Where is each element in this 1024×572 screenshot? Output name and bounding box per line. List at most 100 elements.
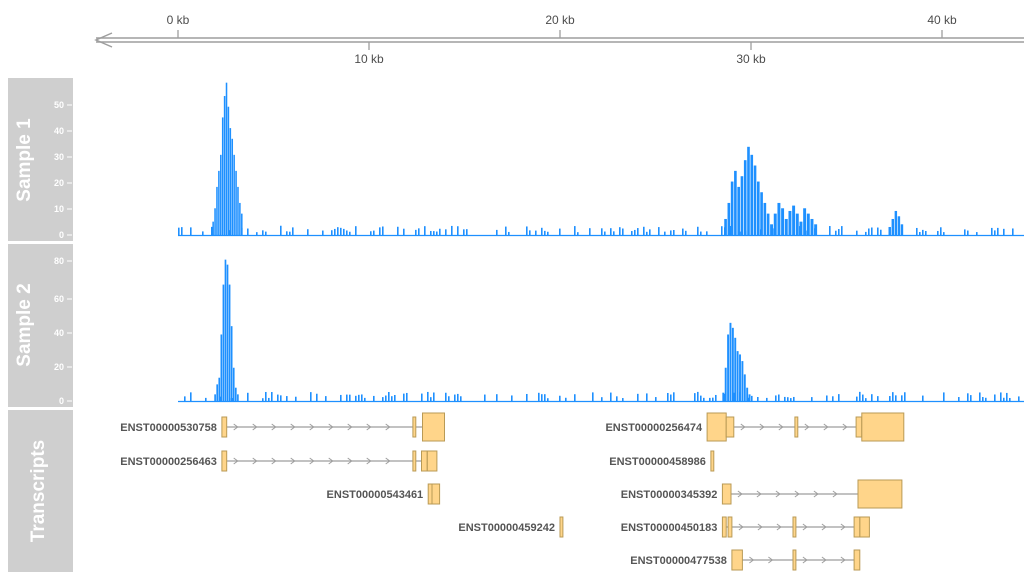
transcript-label: ENST00000345392 [621,489,718,501]
coverage-bar [421,393,423,401]
coverage-bar [355,395,357,401]
exon [855,416,863,438]
sample2-y-axis: 0 20 40 60 80 [54,256,72,406]
sample1-tick-10: 10 [54,204,64,214]
ruler-label-40kb: 40 kb [927,13,957,27]
coverage-bar [484,394,486,401]
coverage-bar [349,394,351,401]
coverage-bar [211,226,213,235]
coverage-bar [229,398,231,401]
coverage-bar [673,230,675,235]
coverage-bar [216,384,219,401]
coverage-bar [418,228,420,235]
coverage-bar [496,229,498,235]
coverage-bar [541,394,543,401]
coverage-bar [343,228,345,235]
coverage-bar [430,230,432,235]
coverage-bar [724,393,726,401]
strand-arrow [840,523,846,531]
coverage-bar [706,231,708,235]
coverage-bar [682,228,684,235]
transcript-enst00000256463: ENST00000256463 [120,450,438,472]
coverage-bar [589,228,591,235]
strand-arrow [759,423,765,431]
coverage-bar [241,213,243,235]
exon [792,549,797,571]
coverage-bar [340,227,342,235]
transcript-label: ENST00000477538 [630,555,727,567]
coverage-bar [871,227,873,235]
coverage-bar [803,208,807,235]
ruler-label-20kb: 20 kb [545,13,575,27]
coverage-bar [286,396,288,401]
transcripts-title: Transcripts [28,440,49,542]
coverage-bar [232,367,235,401]
coverage-bar [222,284,225,401]
coverage-bar [667,392,669,401]
coverage-bar [743,374,746,401]
coverage-bar [741,361,744,401]
coverage-bar [743,160,747,235]
sample2-tick-0: 0 [59,396,64,406]
sample1-tick-20: 20 [54,178,64,188]
coverage-bar [750,154,754,235]
strand-arrow [309,457,315,465]
coverage-bar [901,395,903,401]
strand-arrow [347,457,353,465]
coverage-bar [310,392,312,401]
coverage-bar [763,202,767,235]
strand-arrow [842,423,848,431]
exon [731,549,743,571]
strand-arrow [271,423,277,431]
coverage-bar [610,228,612,235]
strand-arrow [778,423,784,431]
coverage-bar [227,106,230,235]
exon [727,516,733,538]
sample2-tick-60: 60 [54,294,64,304]
coverage-bar [901,227,903,235]
coverage-bar [721,226,723,235]
coverage-bar [451,225,453,235]
strand-arrow [366,423,372,431]
transcript-label: ENST00000530758 [120,422,217,434]
coverage-bar [634,229,636,235]
coverage-bar [724,227,726,235]
coverage-bar [712,397,714,401]
strand-arrow [756,490,762,498]
strand-arrow [738,523,744,531]
coverage-bar [445,392,447,401]
coverage-bar [925,230,927,235]
coverage-bar [643,226,645,235]
coverage-bar [280,225,282,235]
coverage-bar [733,392,735,401]
coverage-bar [190,227,192,235]
coverage-bar [722,392,725,401]
ruler-label-10kb: 10 kb [354,52,384,66]
sample1-tick-0: 0 [59,230,64,240]
coverage-bar [286,231,288,235]
coverage-bar [770,224,774,235]
strand-arrow [252,423,258,431]
exon [221,450,228,472]
transcripts-title-panel [8,410,73,572]
coverage-bar [526,393,528,401]
coverage-bar [307,229,309,235]
coverage-bar [793,396,795,401]
track-panels: Sample 1 Sample 2 Transcripts [8,78,73,572]
coverage-bar [894,210,898,235]
coverage-bar [391,396,393,401]
coverage-bar [216,186,218,235]
coverage-bar [271,392,273,401]
coverage-bar [220,396,222,401]
coverage-bar [280,395,282,401]
coverage-bar [424,226,426,235]
coverage-bar [838,394,840,401]
transcript-enst00000458986: ENST00000458986 [609,450,715,472]
coverage-bar [427,391,429,401]
sample2-title-panel [8,244,73,407]
coverage-bar [673,392,675,401]
strand-arrow [794,490,800,498]
exon [422,412,445,442]
sample1-title: Sample 1 [14,118,35,202]
coverage-bar [433,231,435,235]
